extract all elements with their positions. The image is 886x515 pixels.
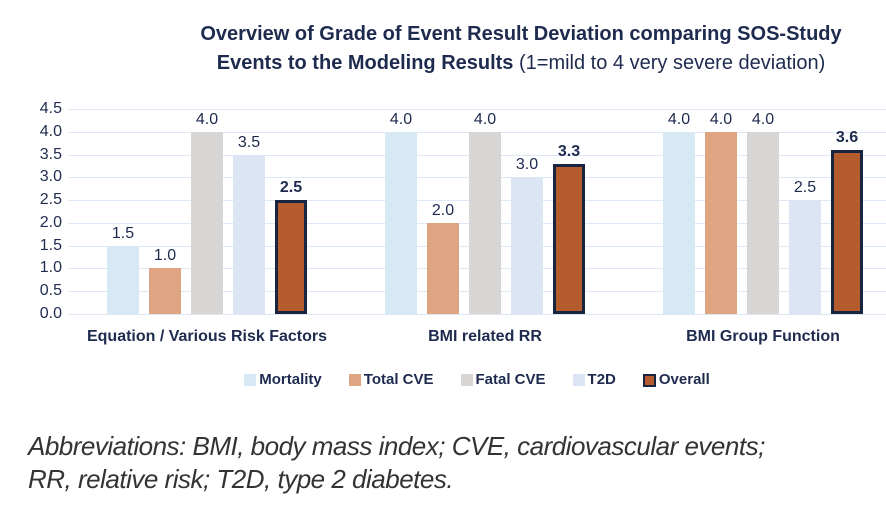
bar-value-label: 4.0 xyxy=(195,111,219,128)
legend-swatch xyxy=(348,374,361,386)
bar-total-cve-2 xyxy=(705,132,737,314)
gridline xyxy=(68,109,886,110)
y-axis-tick-label: 2.0 xyxy=(39,214,62,231)
legend-item-total-cve: Total CVE xyxy=(348,371,434,388)
bar-value-label: 4.0 xyxy=(667,111,691,128)
bar-overall-2 xyxy=(831,150,863,314)
y-axis-tick-label: 4.0 xyxy=(39,123,62,140)
bar-fatal-cve-1 xyxy=(469,132,501,314)
legend-label: T2D xyxy=(587,371,616,388)
chart-title-line1: Overview of Grade of Event Result Deviat… xyxy=(200,23,842,45)
chart-title-line2-note: (1=mild to 4 very severe deviation) xyxy=(513,52,826,74)
bar-mortality-2 xyxy=(663,132,695,314)
bar-value-label: 3.6 xyxy=(835,129,859,146)
bar-total-cve-1 xyxy=(427,223,459,314)
y-axis: 4.5 4.0 3.5 3.0 2.5 2.0 1.5 1.0 0.5 0.0 xyxy=(0,100,62,322)
y-axis-tick-label: 3.0 xyxy=(39,168,62,185)
bar-total-cve-0 xyxy=(149,268,181,314)
legend-swatch xyxy=(642,373,656,387)
bar-t2d-1 xyxy=(511,177,543,314)
y-axis-tick-label: 1.5 xyxy=(39,237,62,254)
bar-fatal-cve-2 xyxy=(747,132,779,314)
category-label-1: BMI related RR xyxy=(428,328,542,345)
category-label-2: BMI Group Function xyxy=(686,328,840,345)
legend-swatch xyxy=(244,374,257,386)
y-axis-tick-label: 0.5 xyxy=(39,282,62,299)
bar-value-label: 1.0 xyxy=(153,247,177,264)
legend-label: Mortality xyxy=(259,371,322,388)
chart-title-line2-bold: Events to the Modeling Results xyxy=(216,52,514,74)
bar-t2d-2 xyxy=(789,200,821,314)
bar-value-label: 1.5 xyxy=(111,225,135,242)
legend-item-overall: Overall xyxy=(642,371,710,388)
bar-value-label: 3.3 xyxy=(557,143,581,160)
legend-item-fatal-cve: Fatal CVE xyxy=(460,371,546,388)
legend-label: Overall xyxy=(658,371,710,388)
bar-value-label: 4.0 xyxy=(709,111,733,128)
chart-title: Overview of Grade of Event Result Deviat… xyxy=(160,20,882,78)
footnote-line2: RR, relative risk; T2D, type 2 diabetes. xyxy=(28,464,454,494)
bar-value-label: 3.5 xyxy=(237,134,261,151)
bar-overall-1 xyxy=(553,164,585,314)
bar-t2d-0 xyxy=(233,155,265,314)
bar-value-label: 4.0 xyxy=(751,111,775,128)
footnote-line1: Abbreviations: BMI, body mass index; CVE… xyxy=(28,431,765,461)
bar-overall-0 xyxy=(275,200,307,314)
bar-value-label: 3.0 xyxy=(515,156,539,173)
legend-label: Fatal CVE xyxy=(475,371,546,388)
y-axis-tick-label: 4.5 xyxy=(39,100,62,117)
y-axis-tick-label: 0.0 xyxy=(39,305,62,322)
legend-swatch xyxy=(572,374,585,386)
plot-area: 1.5 1.0 4.0 3.5 2.5 4.0 2.0 4.0 3.0 3.3 4.0 4.0 4.0 2… xyxy=(68,109,886,315)
gridline xyxy=(68,314,886,315)
y-axis-tick-label: 1.0 xyxy=(39,259,62,276)
legend-label: Total CVE xyxy=(363,371,434,388)
y-axis-tick-label: 3.5 xyxy=(39,146,62,163)
bar-value-label: 4.0 xyxy=(473,111,497,128)
legend-item-mortality: Mortality xyxy=(244,372,322,388)
bar-value-label: 2.5 xyxy=(793,179,817,196)
bar-value-label: 2.5 xyxy=(279,179,303,196)
bar-value-label: 4.0 xyxy=(389,111,413,128)
bar-mortality-1 xyxy=(385,132,417,314)
bar-fatal-cve-0 xyxy=(191,132,223,314)
legend: Mortality Total CVE Fatal CVE T2D Overall xyxy=(68,372,886,388)
footnote: Abbreviations: BMI, body mass index; CVE… xyxy=(28,430,876,496)
legend-item-t2d: T2D xyxy=(572,371,616,388)
bar-value-label: 2.0 xyxy=(431,202,455,219)
bar-mortality-0 xyxy=(107,246,139,314)
category-label-0: Equation / Various Risk Factors xyxy=(86,328,328,345)
legend-swatch xyxy=(460,374,473,386)
y-axis-tick-label: 2.5 xyxy=(39,191,62,208)
